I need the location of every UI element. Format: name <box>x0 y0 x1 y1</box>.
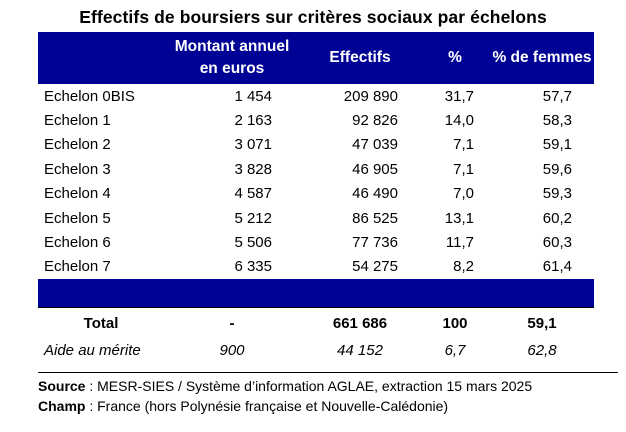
row-effectifs: 92 826 <box>352 112 398 130</box>
total-montant: - <box>164 307 300 339</box>
table-row: Echelon 5 5 212 86 525 13,1 60,2 <box>38 206 594 230</box>
source-text: : MESR-SIES / Système d’information AGLA… <box>85 378 533 394</box>
row-label: Echelon 4 <box>44 185 111 203</box>
table-title: Effectifs de boursiers sur critères soci… <box>79 7 547 27</box>
total-pct: 100 <box>420 307 490 339</box>
row-label: Echelon 7 <box>44 258 111 276</box>
table-row: Echelon 0BIS 1 454 209 890 31,7 57,7 <box>38 84 594 108</box>
row-label: Echelon 3 <box>44 160 111 178</box>
total-effectifs: 661 686 <box>300 307 420 339</box>
header-echelon <box>38 32 164 84</box>
row-pct: 14,0 <box>444 112 474 130</box>
row-label: Echelon 5 <box>44 209 111 227</box>
row-pct: 7,0 <box>453 185 474 203</box>
total-row: Total - 661 686 100 59,1 <box>38 307 594 339</box>
row-pct: 7,1 <box>453 160 474 178</box>
row-femmes: 58,3 <box>542 112 572 130</box>
row-montant: 5 212 <box>234 209 272 227</box>
row-pct: 7,1 <box>453 136 474 154</box>
table-row: Echelon 2 3 071 47 039 7,1 59,1 <box>38 133 594 157</box>
header-pct: % <box>448 49 462 66</box>
row-effectifs: 209 890 <box>343 87 398 105</box>
row-effectifs: 54 275 <box>352 258 398 276</box>
row-femmes: 57,7 <box>542 87 572 105</box>
aide-label: Aide au mérite <box>44 342 141 360</box>
separator-band <box>38 279 594 308</box>
table-header-row: Montant annuel en euros Effectifs % % de… <box>38 32 594 84</box>
aide-femmes: 62,8 <box>527 342 557 360</box>
row-montant: 6 335 <box>234 258 272 276</box>
row-montant: 3 071 <box>234 136 272 154</box>
table-row: Echelon 7 6 335 54 275 8,2 61,4 <box>38 255 594 279</box>
row-label: Echelon 1 <box>44 112 111 130</box>
table-row: Echelon 3 3 828 46 905 7,1 59,6 <box>38 157 594 181</box>
aide-merite-row: Aide au mérite 900 44 152 6,7 62,8 <box>38 338 594 363</box>
row-montant: 5 506 <box>234 234 272 252</box>
source-label: Source <box>38 378 86 394</box>
aide-montant: 900 <box>219 342 245 360</box>
row-femmes: 60,3 <box>542 234 572 252</box>
row-montant: 4 587 <box>234 185 272 203</box>
row-label: Echelon 0BIS <box>44 87 135 105</box>
row-label: Echelon 2 <box>44 136 111 154</box>
row-femmes: 60,2 <box>542 209 572 227</box>
total-femmes: 59,1 <box>490 307 594 339</box>
row-femmes: 59,3 <box>542 185 572 203</box>
row-montant: 2 163 <box>234 112 272 130</box>
row-effectifs: 86 525 <box>352 209 398 227</box>
row-femmes: 59,6 <box>542 160 572 178</box>
row-label: Echelon 6 <box>44 234 111 252</box>
champ-line: Champ : France (hors Polynésie française… <box>38 396 618 416</box>
boursiers-table: Montant annuel en euros Effectifs % % de… <box>38 32 594 363</box>
row-pct: 8,2 <box>453 258 474 276</box>
champ-text: : France (hors Polynésie française et No… <box>85 398 449 414</box>
header-montant: Montant annuel en euros <box>174 38 290 77</box>
aide-effectifs: 44 152 <box>337 342 383 360</box>
aide-pct: 6,7 <box>444 342 466 360</box>
row-pct: 31,7 <box>444 87 474 105</box>
total-label: Total <box>38 307 164 339</box>
table-row: Echelon 4 4 587 46 490 7,0 59,3 <box>38 182 594 206</box>
row-montant: 1 454 <box>234 87 272 105</box>
header-effectifs: Effectifs <box>329 49 391 66</box>
row-pct: 11,7 <box>445 234 474 252</box>
row-montant: 3 828 <box>234 160 272 178</box>
row-femmes: 61,4 <box>542 258 572 276</box>
row-femmes: 59,1 <box>542 136 572 154</box>
source-line: Source : MESR-SIES / Système d’informati… <box>38 376 618 396</box>
row-effectifs: 46 490 <box>352 185 398 203</box>
header-femmes: % de femmes <box>492 49 592 66</box>
table-row: Echelon 6 5 506 77 736 11,7 60,3 <box>38 230 594 254</box>
row-effectifs: 47 039 <box>352 136 398 154</box>
champ-label: Champ <box>38 398 86 414</box>
row-pct: 13,1 <box>444 209 474 227</box>
row-effectifs: 77 736 <box>352 234 398 252</box>
table-row: Echelon 1 2 163 92 826 14,0 58,3 <box>38 108 594 132</box>
row-effectifs: 46 905 <box>352 160 398 178</box>
table-footer: Source : MESR-SIES / Système d’informati… <box>38 372 618 416</box>
